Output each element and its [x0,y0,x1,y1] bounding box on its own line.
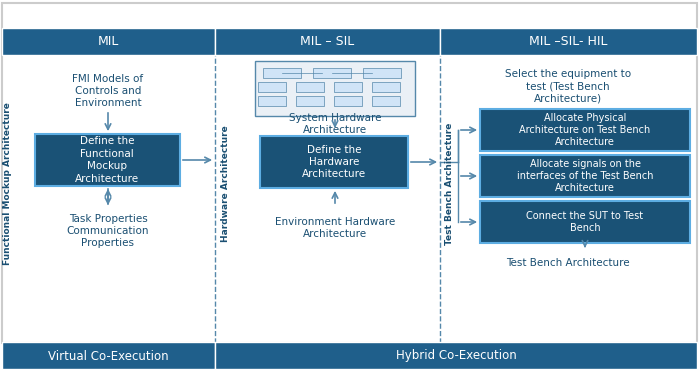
Text: Allocate Physical
Architecture on Test Bench
Architecture: Allocate Physical Architecture on Test B… [519,113,650,147]
FancyBboxPatch shape [480,201,690,243]
Text: Test Bench Architecture: Test Bench Architecture [506,258,630,268]
Text: Hardware Architecture: Hardware Architecture [220,126,230,242]
Text: Hybrid Co-Execution: Hybrid Co-Execution [395,349,517,362]
FancyBboxPatch shape [215,28,440,55]
Text: Allocate signals on the
interfaces of the Test Bench
Architecture: Allocate signals on the interfaces of th… [517,158,653,193]
FancyBboxPatch shape [372,82,400,92]
FancyBboxPatch shape [215,342,697,369]
FancyBboxPatch shape [363,68,401,78]
FancyBboxPatch shape [480,109,690,151]
Text: Connect the SUT to Test
Bench: Connect the SUT to Test Bench [526,211,643,233]
FancyBboxPatch shape [296,96,324,106]
FancyBboxPatch shape [258,96,286,106]
Text: Functional Mockup Architecture: Functional Mockup Architecture [4,102,13,265]
FancyBboxPatch shape [2,3,697,343]
Text: MIL: MIL [97,35,119,47]
FancyBboxPatch shape [296,82,324,92]
FancyBboxPatch shape [2,342,215,369]
FancyBboxPatch shape [263,68,301,78]
Text: MIL –SIL- HIL: MIL –SIL- HIL [528,35,608,47]
Text: Define the
Hardware
Architecture: Define the Hardware Architecture [302,145,366,180]
FancyBboxPatch shape [440,28,697,55]
FancyBboxPatch shape [334,82,362,92]
FancyBboxPatch shape [2,28,215,55]
Text: Virtual Co-Execution: Virtual Co-Execution [48,349,168,362]
Text: FMI Models of
Controls and
Environment: FMI Models of Controls and Environment [72,73,144,108]
FancyBboxPatch shape [260,136,408,188]
FancyBboxPatch shape [35,134,180,186]
FancyBboxPatch shape [334,96,362,106]
Text: MIL – SIL: MIL – SIL [300,35,354,47]
Text: Define the
Functional
Mockup
Architecture: Define the Functional Mockup Architectur… [75,137,139,184]
FancyBboxPatch shape [480,155,690,197]
Text: System Hardware
Architecture: System Hardware Architecture [288,113,382,135]
FancyBboxPatch shape [313,68,351,78]
Text: Task Properties
Communication
Properties: Task Properties Communication Properties [66,214,149,249]
Text: Environment Hardware
Architecture: Environment Hardware Architecture [275,217,395,239]
FancyBboxPatch shape [255,61,415,116]
FancyBboxPatch shape [372,96,400,106]
Text: Select the equipment to
test (Test Bench
Architecture): Select the equipment to test (Test Bench… [505,69,631,104]
Text: Test Bench Architecture: Test Bench Architecture [444,123,454,245]
FancyBboxPatch shape [258,82,286,92]
